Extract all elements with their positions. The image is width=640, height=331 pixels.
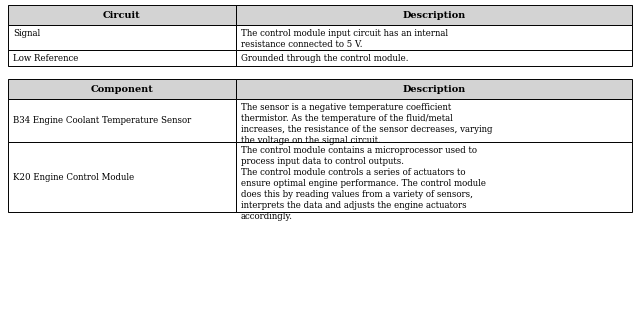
Bar: [236, 142, 632, 212]
Text: Signal: Signal: [13, 29, 40, 38]
Text: The sensor is a negative temperature coefficient
thermistor. As the temperature : The sensor is a negative temperature coe…: [241, 103, 492, 145]
Text: The control module contains a microprocessor used to
process input data to contr: The control module contains a microproce…: [241, 146, 486, 221]
Bar: [8, 142, 236, 212]
Text: Low Reference: Low Reference: [13, 54, 78, 63]
Bar: [8, 5, 236, 25]
Text: Grounded through the control module.: Grounded through the control module.: [241, 54, 408, 63]
Text: Description: Description: [403, 84, 466, 94]
Text: Component: Component: [90, 84, 153, 94]
Bar: [236, 25, 632, 50]
Bar: [8, 25, 236, 50]
Bar: [8, 79, 236, 99]
Bar: [236, 5, 632, 25]
Bar: [236, 79, 632, 99]
Text: B34 Engine Coolant Temperature Sensor: B34 Engine Coolant Temperature Sensor: [13, 116, 191, 125]
Bar: [8, 50, 236, 66]
Bar: [236, 99, 632, 142]
Bar: [8, 99, 236, 142]
Text: Description: Description: [403, 11, 466, 20]
Text: The control module input circuit has an internal
resistance connected to 5 V.: The control module input circuit has an …: [241, 29, 448, 49]
Bar: [236, 50, 632, 66]
Text: K20 Engine Control Module: K20 Engine Control Module: [13, 172, 134, 182]
Text: Circuit: Circuit: [103, 11, 141, 20]
